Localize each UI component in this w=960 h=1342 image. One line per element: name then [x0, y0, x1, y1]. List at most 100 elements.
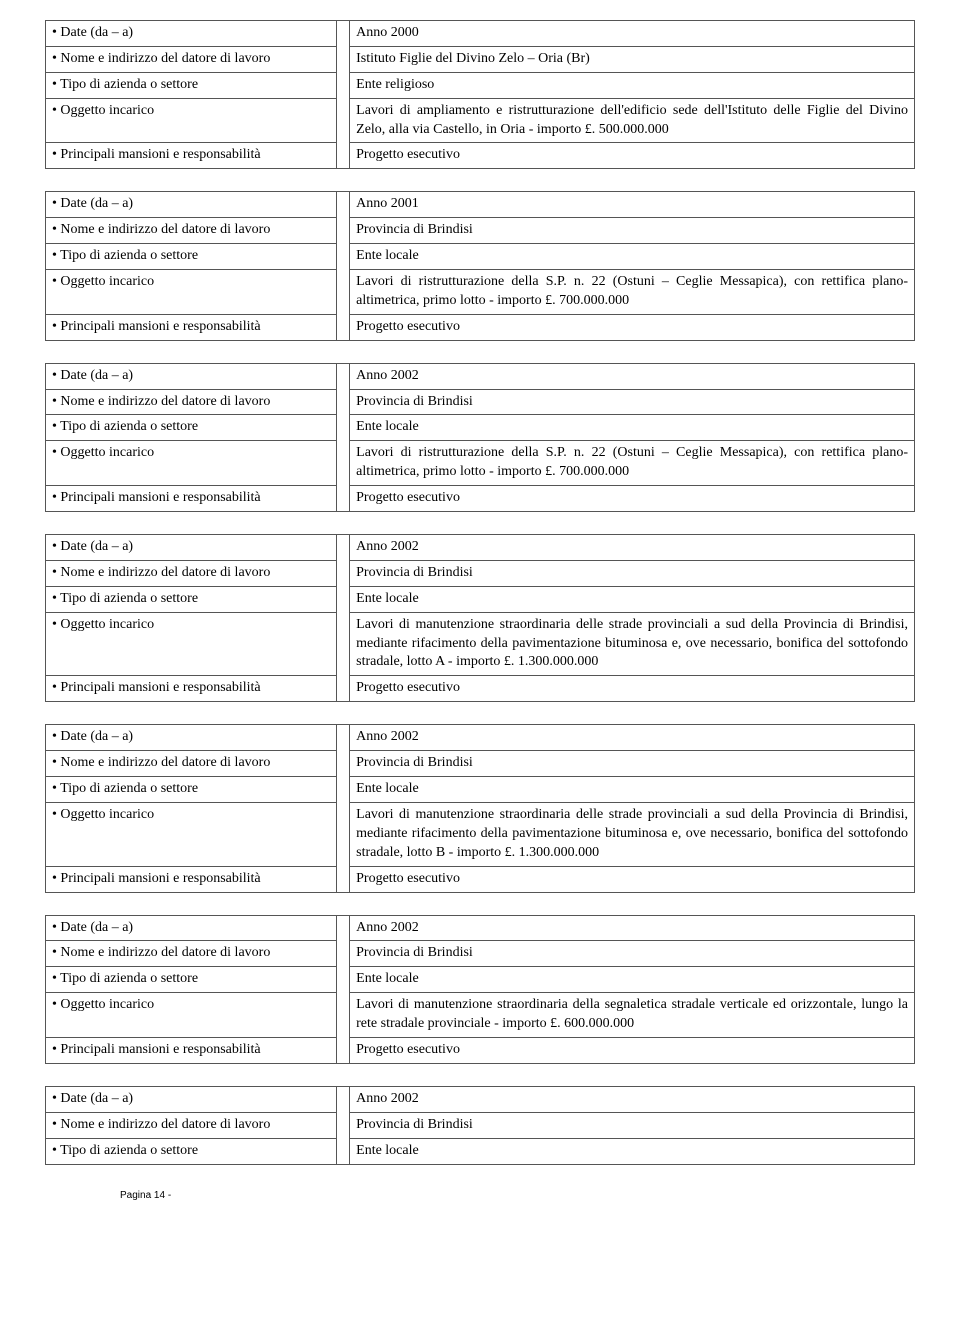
row-value-sector: Ente locale [350, 777, 915, 803]
gutter [337, 72, 350, 98]
gutter [337, 363, 350, 389]
gutter [337, 415, 350, 441]
row-value-duties: Progetto esecutivo [350, 676, 915, 702]
row-value-sector: Ente religioso [350, 72, 915, 98]
cv-entry: • Date (da – a) Anno 2002 • Nome e indiri… [45, 1086, 915, 1165]
table-row: • Tipo di azienda o settore Ente locale [46, 415, 915, 441]
gutter [337, 46, 350, 72]
row-value-sector: Ente locale [350, 586, 915, 612]
row-label-date: • Date (da – a) [46, 1086, 337, 1112]
cv-entry-table: • Date (da – a)Anno 2002 • Nome e indiri… [45, 363, 915, 512]
gutter [337, 612, 350, 676]
row-label-sector: • Tipo di azienda o settore [46, 777, 337, 803]
row-label-employer: • Nome e indirizzo del datore di lavoro [46, 1112, 337, 1138]
gutter [337, 21, 350, 47]
table-row: • Date (da – a) Anno 2002 [46, 1086, 915, 1112]
table-row: • Tipo di azienda o settore Ente religios… [46, 72, 915, 98]
table-row: • Oggetto incaricoLavori di ristrutturaz… [46, 270, 915, 315]
gutter [337, 1086, 350, 1112]
row-label-duties: • Principali mansioni e responsabilità [46, 1037, 337, 1063]
row-value-duties: Progetto esecutivo [350, 866, 915, 892]
gutter [337, 486, 350, 512]
row-label-employer: • Nome e indirizzo del datore di lavoro [46, 389, 337, 415]
table-row: • Date (da – a)Anno 2002 [46, 915, 915, 941]
gutter [337, 314, 350, 340]
table-row: • Tipo di azienda o settore Ente locale [46, 777, 915, 803]
row-value-duties: Progetto esecutivo [350, 1037, 915, 1063]
row-value-sector: Ente locale [350, 1138, 915, 1164]
gutter [337, 143, 350, 169]
cv-entry: • Date (da – a)Anno 2002 • Nome e indiri… [45, 534, 915, 702]
row-label-sector: • Tipo di azienda o settore [46, 967, 337, 993]
table-row: • Nome e indirizzo del datore di lavoro P… [46, 389, 915, 415]
row-value-object: Lavori di manutenzione straordinaria del… [350, 612, 915, 676]
row-label-object: • Oggetto incarico [46, 993, 337, 1038]
gutter [337, 676, 350, 702]
row-label-object: • Oggetto incarico [46, 612, 337, 676]
row-label-employer: • Nome e indirizzo del datore di lavoro [46, 560, 337, 586]
row-value-duties: Progetto esecutivo [350, 314, 915, 340]
row-value-object: Lavori di manutenzione straordinaria del… [350, 802, 915, 866]
gutter [337, 802, 350, 866]
row-value-employer: Provincia di Brindisi [350, 560, 915, 586]
row-value-object: Lavori di manutenzione straordinaria del… [350, 993, 915, 1038]
row-label-object: • Oggetto incarico [46, 270, 337, 315]
gutter [337, 725, 350, 751]
row-value-employer: Istituto Figlie del Divino Zelo – Oria (… [350, 46, 915, 72]
gutter [337, 192, 350, 218]
row-value-sector: Ente locale [350, 967, 915, 993]
row-value-employer: Provincia di Brindisi [350, 389, 915, 415]
row-label-date: • Date (da – a) [46, 21, 337, 47]
gutter [337, 535, 350, 561]
table-row: • Principali mansioni e responsabilitàPr… [46, 314, 915, 340]
row-value-date: Anno 2002 [350, 535, 915, 561]
row-value-sector: Ente locale [350, 415, 915, 441]
table-row: • Tipo di azienda o settore Ente locale [46, 967, 915, 993]
gutter [337, 941, 350, 967]
table-row: • Oggetto incaricoLavori di manutenzione… [46, 612, 915, 676]
row-label-duties: • Principali mansioni e responsabilità [46, 676, 337, 702]
table-row: • Tipo di azienda o settoreEnte locale [46, 586, 915, 612]
table-row: • Principali mansioni e responsabilità Pr… [46, 676, 915, 702]
table-row: • Oggetto incaricoLavori di ampliamento … [46, 98, 915, 143]
row-value-date: Anno 2002 [350, 725, 915, 751]
table-row: • Oggetto incarico Lavori di manutenzione… [46, 993, 915, 1038]
cv-entry-table: • Date (da – a)Anno 2002 • Nome e indiri… [45, 534, 915, 702]
table-row: • Oggetto incaricoLavori di manutenzione… [46, 802, 915, 866]
row-label-sector: • Tipo di azienda o settore [46, 1138, 337, 1164]
row-label-date: • Date (da – a) [46, 915, 337, 941]
table-row: • Nome e indirizzo del datore di lavoro P… [46, 751, 915, 777]
gutter [337, 218, 350, 244]
table-row: • Tipo di azienda o settoreEnte locale [46, 244, 915, 270]
row-label-employer: • Nome e indirizzo del datore di lavoro [46, 46, 337, 72]
row-label-date: • Date (da – a) [46, 725, 337, 751]
row-value-date: Anno 2001 [350, 192, 915, 218]
row-value-employer: Provincia di Brindisi [350, 751, 915, 777]
row-value-date: Anno 2002 [350, 1086, 915, 1112]
row-label-employer: • Nome e indirizzo del datore di lavoro [46, 751, 337, 777]
table-row: • Date (da – a)Anno 2000 [46, 21, 915, 47]
row-label-sector: • Tipo di azienda o settore [46, 415, 337, 441]
row-label-employer: • Nome e indirizzo del datore di lavoro [46, 941, 337, 967]
row-label-date: • Date (da – a) [46, 363, 337, 389]
gutter [337, 1112, 350, 1138]
table-row: • Nome e indirizzo del datore di lavoro P… [46, 560, 915, 586]
cv-entry: • Date (da – a)Anno 2002 • Nome e indiri… [45, 915, 915, 1064]
row-label-sector: • Tipo di azienda o settore [46, 72, 337, 98]
gutter [337, 993, 350, 1038]
cv-entry: • Date (da – a)Anno 2002 • Nome e indiri… [45, 363, 915, 512]
table-row: • Oggetto incaricoLavori di ristrutturaz… [46, 441, 915, 486]
row-label-object: • Oggetto incarico [46, 802, 337, 866]
table-row: • Principali mansioni e responsabilità Pr… [46, 866, 915, 892]
table-row: • Principali mansioni e responsabilitàPr… [46, 486, 915, 512]
gutter [337, 441, 350, 486]
table-row: • Principali mansioni e responsabilità Pr… [46, 1037, 915, 1063]
table-row: • Tipo di azienda o settore Ente locale [46, 1138, 915, 1164]
row-label-duties: • Principali mansioni e responsabilità [46, 866, 337, 892]
gutter [337, 560, 350, 586]
row-value-object: Lavori di ampliamento e ristrutturazione… [350, 98, 915, 143]
gutter [337, 1037, 350, 1063]
table-row: • Date (da – a) Anno 2002 [46, 725, 915, 751]
cv-entry-table: • Date (da – a) Anno 2002 • Nome e indiri… [45, 724, 915, 892]
gutter [337, 389, 350, 415]
